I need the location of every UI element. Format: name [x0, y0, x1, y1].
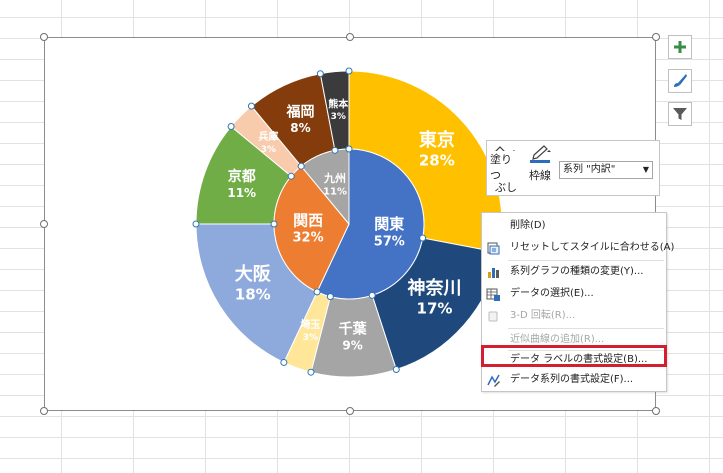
series-selection-handle [192, 220, 200, 228]
series-selection-handle [368, 291, 376, 299]
menu-item-select-data[interactable]: データの選択(E)... [482, 283, 666, 305]
series-selection-handle [297, 162, 305, 170]
inner-slice-percent-1: 32% [293, 231, 324, 246]
chevron-down-icon: ▼ [642, 165, 649, 174]
outline-label: 枠線 [529, 169, 551, 182]
series-selection-handle [331, 146, 339, 154]
fill-label-line2: ぶし [495, 181, 517, 194]
series-selection-handle [392, 366, 400, 374]
menu-item-label: データ ラベルの書式設定(B)... [510, 354, 648, 365]
rotate-3d-icon [488, 311, 498, 322]
outer-slice-label-5: 京都 [228, 168, 256, 185]
resize-handle-top-right[interactable] [652, 33, 660, 41]
fill-button[interactable]: 塗りつ ぶし [490, 143, 522, 193]
series-selection-handle [316, 70, 324, 78]
resize-handle-bottom-left[interactable] [40, 407, 48, 415]
menu-item-3d-rotation[interactable]: 3-D 回転(R)... [482, 305, 666, 327]
chart-filters-button[interactable] [668, 102, 692, 126]
series-selection-handle [287, 172, 295, 180]
delete-icon [486, 219, 500, 233]
series-select-dropdown[interactable]: 系列 "内訳" ▼ [559, 161, 653, 179]
series-selection-handle [313, 288, 321, 296]
format-mini-toolbar: 塗りつ ぶし 枠線 系列 "内訳" ▼ [486, 140, 660, 196]
series-selection-handle [419, 234, 427, 242]
outer-slice-percent-6: 3% [261, 145, 276, 155]
series-selection-handle [270, 220, 278, 228]
menu-item-label: 近似曲線の追加(R)... [510, 334, 605, 345]
inner-slice-percent-2: 11% [323, 187, 347, 198]
menu-item-label: 系列グラフの種類の変更(Y)... [510, 266, 644, 277]
series-selection-handle [307, 368, 315, 376]
menu-item-change-chart-type[interactable]: 系列グラフの種類の変更(Y)... [482, 261, 666, 283]
pen-icon [530, 145, 551, 163]
outer-slice-percent-3: 3% [303, 333, 318, 343]
resize-handle-top-left[interactable] [40, 33, 48, 41]
outline-button[interactable]: 枠線 [525, 143, 555, 193]
selection-handles [192, 67, 503, 376]
fill-label-line1: 塗りつ [490, 153, 512, 182]
menu-item-format-data-series[interactable]: データ系列の書式設定(F)... [482, 369, 666, 391]
menu-separator [508, 350, 664, 351]
outer-slice-label-6: 兵庫 [258, 130, 278, 143]
inner-slice-label-0: 関東 [374, 215, 404, 233]
menu-item-label: リセットしてスタイルに合わせる(A) [510, 242, 675, 253]
chart-styles-button[interactable] [668, 69, 692, 93]
resize-handle-middle-left[interactable] [40, 220, 48, 228]
outer-slice-percent-4: 18% [235, 285, 271, 303]
paint-bucket-icon [495, 146, 515, 151]
outer-slice-percent-8: 3% [331, 112, 346, 122]
outer-slice-percent-1: 17% [417, 300, 453, 318]
chart-type-icon [488, 268, 499, 278]
series-selection-handle [326, 293, 334, 301]
series-selection-handle [280, 358, 288, 366]
series-selection-handle [345, 145, 353, 153]
menu-item-reset-style[interactable]: リセットしてスタイルに合わせる(A) [482, 237, 674, 259]
menu-item-format-data-labels[interactable]: データ ラベルの書式設定(B)... [482, 349, 666, 371]
outer-slice-label-0: 東京 [419, 129, 455, 151]
filter-icon [673, 108, 687, 120]
menu-item-label: 3-D 回転(R)... [510, 310, 576, 321]
reset-style-icon [487, 242, 500, 255]
menu-item-add-trendline[interactable]: 近似曲線の追加(R)... [482, 329, 666, 351]
resize-handle-top-center[interactable] [346, 33, 354, 41]
menu-item-label: データの選択(E)... [510, 288, 594, 299]
menu-item-label: 削除(D) [510, 220, 546, 231]
menu-separator [508, 328, 664, 329]
outer-slice-label-8: 熊本 [328, 97, 349, 110]
highlight-box [481, 345, 667, 367]
menu-separator [508, 260, 664, 261]
series-selection-handle [227, 122, 235, 130]
outer-slice-label-1: 神奈川 [408, 277, 462, 299]
series-select-value: 系列 "内訳" [563, 164, 616, 175]
outer-slice-percent-7: 8% [290, 121, 310, 135]
outer-slice-label-7: 福岡 [285, 104, 314, 121]
format-series-icon [487, 374, 500, 387]
outer-slice-label-3: 埼玉 [300, 318, 320, 331]
outer-slice-label-2: 千葉 [339, 321, 368, 338]
inner-slice-percent-0: 57% [374, 234, 405, 249]
context-menu: 削除(D) リセットしてスタイルに合わせる(A) 系列グラフの種類の変更(Y).… [481, 212, 674, 392]
series-selection-handle [247, 102, 255, 110]
resize-handle-bottom-center[interactable] [346, 407, 354, 415]
brush-icon [674, 74, 687, 87]
chart-elements-button[interactable] [668, 35, 692, 59]
outer-slice-percent-0: 28% [419, 152, 455, 170]
resize-handle-bottom-right[interactable] [652, 407, 660, 415]
data-labels[interactable]: 東京28%神奈川17%千葉9%埼玉3%大阪18%京都11%兵庫3%福岡8%熊本3… [227, 97, 461, 352]
outer-slice-percent-2: 9% [342, 338, 362, 352]
inner-slice-label-2: 九州 [323, 171, 346, 185]
select-data-icon [486, 288, 500, 301]
menu-item-delete[interactable]: 削除(D) [482, 215, 666, 237]
inner-slice-label-1: 関西 [293, 211, 323, 229]
menu-item-label: データ系列の書式設定(F)... [510, 374, 634, 385]
inner-pie-series[interactable] [273, 148, 425, 300]
outer-slice-percent-5: 11% [227, 186, 256, 200]
plus-icon [674, 41, 686, 53]
outer-slice-label-4: 大阪 [235, 263, 272, 285]
series-selection-handle [345, 67, 353, 75]
